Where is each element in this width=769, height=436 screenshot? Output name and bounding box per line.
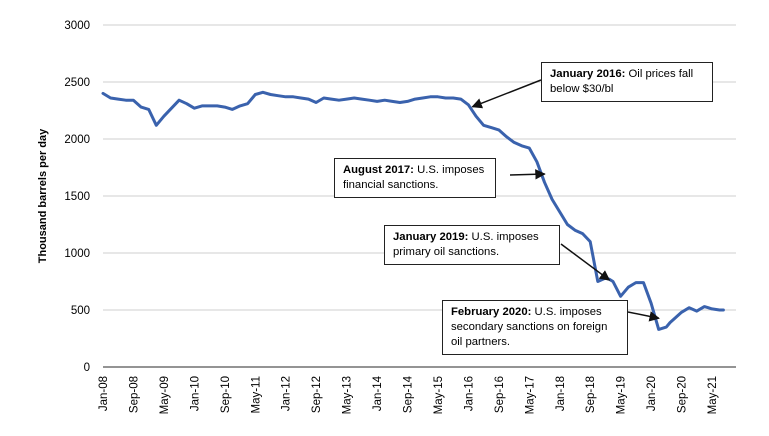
annotation-text: U.S. imposes secondary sanctions on fore…: [451, 306, 608, 348]
x-tick-label: May-19: [616, 376, 628, 414]
y-tick-label: 2000: [64, 134, 90, 146]
annotation-feb-2020: February 2020: U.S. imposes secondary sa…: [442, 300, 628, 355]
annotation-arrow: [627, 311, 660, 322]
x-tick-label: May-21: [707, 376, 719, 414]
x-tick-label: Sep-08: [128, 376, 140, 413]
y-tick-label: 1000: [64, 248, 90, 260]
annotation-text: Oil prices fall below $30/bl: [550, 68, 694, 95]
x-tick-label: Jan-10: [189, 376, 201, 411]
x-tick-label: Sep-12: [311, 376, 323, 413]
y-tick-label: 500: [71, 305, 90, 317]
annotation-arrow: [471, 79, 542, 109]
annotation-arrows: [471, 79, 660, 322]
x-tick-label: May-13: [342, 376, 354, 414]
x-tick-label: Sep-14: [403, 375, 415, 413]
annotation-aug-2017: August 2017: U.S. imposes financial sanc…: [334, 158, 496, 198]
annotation-text: U.S. imposes financial sanctions.: [343, 164, 485, 191]
x-tick-label: Jan-16: [463, 376, 475, 411]
annotation-text: U.S. imposes primary oil sanctions.: [393, 231, 539, 258]
annotation-date: August 2017:: [343, 164, 414, 176]
y-tick-label: 3000: [64, 20, 90, 32]
series-line: [101, 90, 725, 331]
x-tick-label: Jan-20: [646, 376, 658, 411]
x-tick-label: May-11: [250, 376, 262, 414]
y-axis-tick-labels: 0 500 1000 1500 2000 2500 3000: [64, 20, 90, 374]
annotation-arrow: [560, 243, 611, 281]
annotation-date: January 2016:: [550, 68, 626, 80]
x-tick-label: Jan-08: [98, 376, 110, 411]
y-axis-label: Thousand barrels per day: [37, 128, 49, 263]
annotation-jan-2019: January 2019: U.S. imposes primary oil s…: [384, 225, 560, 265]
gridlines: [103, 24, 736, 368]
x-tick-label: Jan-18: [555, 376, 567, 411]
annotation-date: February 2020:: [451, 306, 532, 318]
y-tick-label: 0: [84, 362, 90, 374]
x-tick-label: May-17: [524, 376, 536, 414]
x-axis-tick-labels: Jan-08 Sep-08 May-09 Jan-10 Sep-10 May-11 Jan-…: [98, 375, 719, 414]
x-tick-label: Sep-20: [677, 376, 689, 413]
y-tick-label: 1500: [64, 191, 90, 203]
x-tick-label: Sep-18: [585, 376, 597, 413]
x-tick-label: Jan-14: [372, 375, 384, 411]
y-tick-label: 2500: [64, 77, 90, 89]
annotation-jan-2016: January 2016: Oil prices fall below $30/…: [541, 62, 713, 102]
x-tick-label: Sep-16: [494, 376, 506, 413]
annotation-date: January 2019:: [393, 231, 469, 243]
x-tick-label: May-15: [433, 376, 445, 414]
annotation-arrow: [509, 169, 546, 180]
x-tick-label: Jan-12: [281, 376, 293, 411]
x-tick-label: Sep-10: [220, 376, 232, 413]
series-layer: [101, 90, 725, 331]
x-tick-label: May-09: [159, 376, 171, 414]
